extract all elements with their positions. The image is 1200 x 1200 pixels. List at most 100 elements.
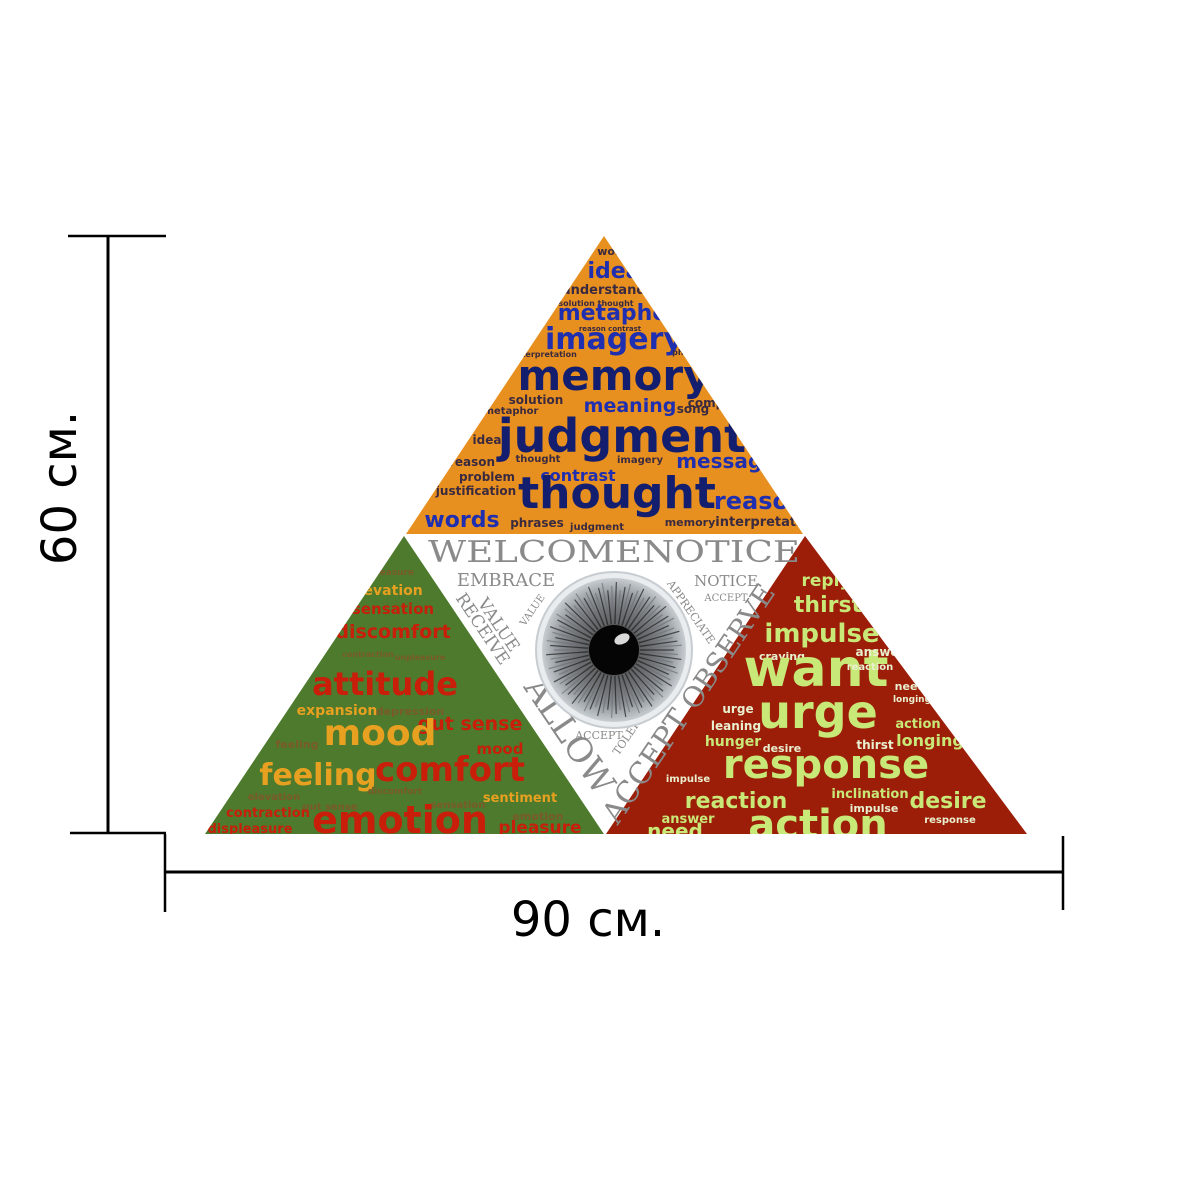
top-word: phrases: [672, 348, 708, 357]
right-triangle-bg: [606, 536, 1027, 834]
right-word: answer: [856, 645, 905, 659]
top-word: interpretation: [513, 350, 577, 359]
left-word: elevation: [248, 792, 300, 803]
top-word: contrast: [540, 466, 616, 485]
iris-fiber: [556, 613, 593, 637]
iris-fiber: [639, 644, 682, 649]
left-word: discomfort: [335, 621, 450, 643]
top-word: solution: [509, 393, 564, 407]
top-word: reason: [714, 487, 806, 515]
top-word: idea: [587, 259, 640, 284]
center-word-accept-bottom: ACCEPT: [574, 729, 623, 742]
iris-fiber: [619, 675, 631, 713]
right-word: urge: [758, 685, 878, 739]
top-word: judgment: [496, 409, 746, 463]
left-word: elevation: [349, 583, 422, 599]
top-word: phrases: [510, 516, 564, 530]
top-word: meaning: [584, 395, 677, 417]
iris-fiber: [564, 602, 596, 633]
iris-fiber: [617, 675, 627, 718]
iris-fiber: [558, 660, 591, 675]
iris-fiber: [630, 605, 655, 632]
left-word: gut sense: [302, 802, 357, 813]
iris-fiber: [636, 617, 675, 639]
left-word-cloud: pleasureelevationsensationdiscomfortcont…: [207, 568, 581, 842]
iris-fiber: [633, 605, 667, 634]
iris-fiber: [555, 636, 589, 646]
right-word: action: [748, 802, 888, 848]
center-word-welcomenotice: WELCOMENOTICE: [428, 535, 800, 570]
center-word-notice: NOTICE: [694, 572, 758, 590]
right-word: reaction: [847, 662, 894, 673]
top-word: judgment: [569, 522, 624, 533]
width-label: 90 см.: [511, 892, 665, 948]
left-word: sensation: [352, 600, 434, 618]
top-word: justification: [435, 484, 516, 498]
iris-fiber: [601, 582, 611, 625]
iris-fiber: [555, 654, 589, 664]
iris-fiber: [583, 673, 604, 712]
left-word: discomfort: [368, 787, 423, 797]
right-word: craving: [759, 650, 805, 663]
iris-fiber: [583, 672, 602, 703]
iris-fiber: [546, 651, 589, 656]
iris-fiber: [611, 586, 614, 625]
iris-fiber: [552, 631, 590, 644]
iris-fiber: [639, 640, 678, 647]
iris-fiber: [557, 619, 592, 639]
iris-fiber: [634, 614, 663, 636]
iris-fiber: [626, 672, 645, 703]
left-word: depression: [376, 705, 444, 718]
iris-fiber: [623, 673, 641, 714]
iris-fiber: [558, 625, 591, 640]
iris-fiber: [575, 593, 600, 629]
iris-fiber: [639, 651, 678, 656]
left-word: emotion: [513, 810, 564, 823]
top-word: reason contrast: [579, 325, 642, 333]
top-word: problem: [459, 470, 515, 484]
iris-fiber: [633, 666, 664, 692]
right-word: action: [895, 717, 940, 732]
iris-fiber: [596, 675, 609, 717]
iris-fiber: [621, 674, 634, 708]
top-word: thought: [518, 468, 716, 519]
right-word: impulse: [850, 802, 899, 815]
iris-fiber: [549, 626, 590, 642]
iris-fiber: [583, 597, 602, 628]
right-word: thirst: [794, 593, 863, 618]
top-word: metaphor: [484, 406, 539, 417]
iris-fiber: [629, 596, 657, 630]
iris-fiber: [621, 592, 634, 626]
iris-fiber: [626, 597, 645, 628]
iris-fiber: [550, 644, 589, 649]
iris-fiber: [638, 627, 675, 642]
left-word: comfort: [375, 750, 525, 790]
iris-fiber: [637, 660, 670, 675]
left-word: emotion: [312, 798, 488, 842]
iris-fiber: [611, 675, 614, 718]
left-triangle-emotion: pleasureelevationsensationdiscomfortcont…: [205, 536, 604, 842]
iris-fiber: [635, 615, 669, 637]
iris-fiber: [624, 673, 643, 708]
top-word: imagery: [617, 455, 663, 466]
left-word: mood: [477, 740, 524, 758]
iris-fiber: [623, 590, 639, 627]
center-word-embrace: EMBRACE: [457, 570, 555, 591]
iris-fiber: [632, 605, 661, 633]
top-word: thought: [516, 454, 561, 465]
right-word: thirst: [856, 738, 893, 752]
iris-fiber: [565, 614, 594, 636]
iris-fiber: [594, 674, 607, 708]
iris-fiber: [602, 675, 611, 714]
top-word: words: [424, 508, 499, 533]
top-word: memory: [665, 516, 716, 529]
eye-pupil: [589, 625, 639, 675]
right-word: longing: [896, 731, 964, 750]
height-label: 60 см.: [32, 411, 88, 565]
left-word: attitude: [312, 665, 458, 703]
right-word: need: [647, 819, 703, 843]
iris-fiber: [624, 588, 645, 627]
width-dimension: 90 см.: [163, 834, 1065, 948]
left-word: contraction: [226, 806, 310, 821]
iris-fiber: [571, 670, 599, 704]
